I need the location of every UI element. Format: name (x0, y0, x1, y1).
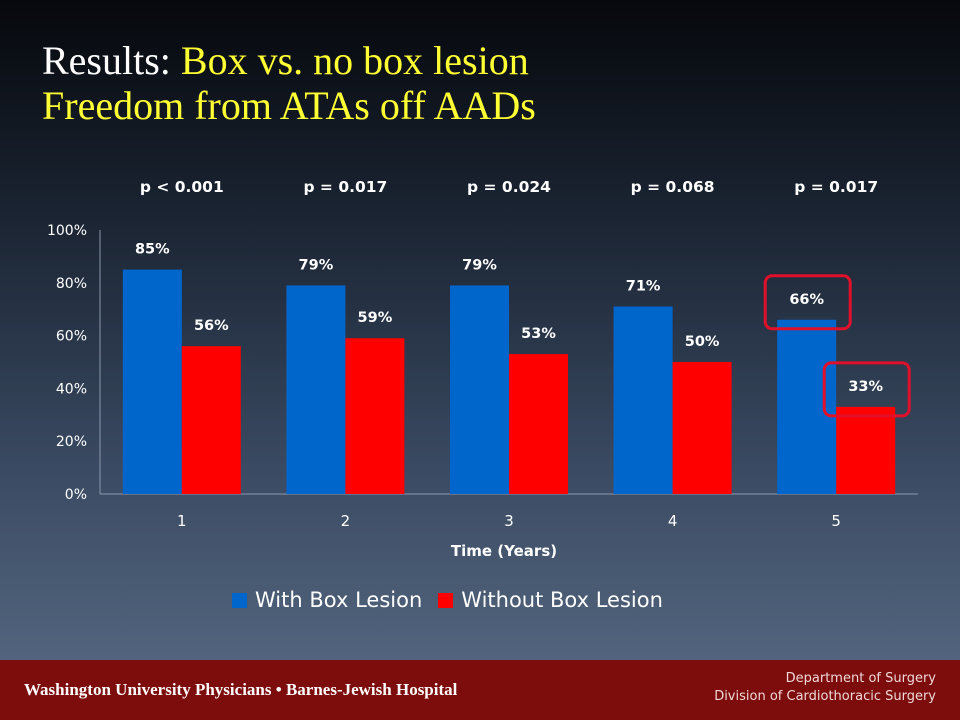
footer-bar: Washington University Physicians • Barne… (0, 660, 960, 720)
data-label: 66% (789, 292, 824, 308)
bar-with-box (286, 285, 346, 494)
legend-label-with-box: With Box Lesion (255, 588, 423, 612)
x-tick-label: 4 (668, 512, 678, 530)
data-label: 79% (462, 257, 497, 273)
y-tick-label: 80% (56, 276, 87, 292)
y-tick-label: 20% (56, 434, 87, 450)
bar-without-box (345, 338, 405, 494)
bar-without-box (836, 406, 896, 494)
legend-swatch-without-box (438, 592, 454, 608)
data-label: 79% (299, 257, 334, 273)
legend-item-with-box: With Box Lesion (232, 588, 422, 612)
data-label: 56% (194, 318, 229, 334)
x-tick-label: 2 (341, 512, 351, 530)
p-value-label: p = 0.024 (467, 178, 551, 196)
bar-without-box (181, 346, 241, 494)
y-tick-label: 0% (65, 487, 87, 503)
bar-with-box (122, 269, 182, 494)
y-tick-label: 60% (56, 329, 87, 345)
data-label: 50% (685, 334, 720, 350)
chart-legend: With Box Lesion Without Box Lesion (232, 588, 679, 612)
x-axis-title: Time (Years) (451, 542, 557, 560)
p-value-label: p = 0.068 (631, 178, 715, 196)
title-prefix: Results: (42, 38, 181, 83)
footer-department-block: Department of Surgery Division of Cardio… (714, 670, 936, 706)
data-label: 71% (626, 279, 661, 295)
highlight-box-without-box (822, 361, 911, 418)
bar-with-box (613, 306, 673, 494)
y-tick-label: 40% (56, 381, 87, 397)
title-highlight: Box vs. no box lesion (180, 38, 529, 83)
x-tick-label: 5 (831, 512, 841, 530)
bar-without-box (672, 362, 732, 494)
data-label: 53% (521, 326, 556, 342)
data-label: 33% (848, 379, 883, 395)
bar-with-box (777, 319, 837, 494)
bar-with-box (450, 285, 509, 494)
legend-label-without-box: Without Box Lesion (461, 588, 663, 612)
x-tick-label: 3 (504, 512, 514, 530)
data-label: 59% (358, 310, 393, 326)
footer-organization: Washington University Physicians • Barne… (24, 680, 458, 699)
x-tick-label: 1 (177, 512, 187, 530)
legend-swatch-with-box (232, 592, 247, 608)
bar-chart: 0% 20% 40% 60% 80% 100% p < 0.001 85% 56% 1 p = 0.… (47, 178, 918, 560)
bar-without-box (509, 354, 568, 494)
footer-department: Department of Surgery (785, 671, 936, 686)
title-line-2: Freedom from ATAs off AADs (42, 83, 536, 128)
p-value-label: p < 0.001 (140, 178, 224, 196)
footer-division: Division of Cardiothoracic Surgery (714, 689, 936, 704)
y-tick-label: 100% (47, 223, 87, 239)
p-value-label: p = 0.017 (794, 178, 878, 196)
p-value-label: p = 0.017 (303, 178, 387, 196)
slide-title: Results: Box vs. no box lesion Freedom f… (42, 38, 536, 128)
highlight-box-with-box (763, 274, 852, 331)
legend-item-without-box: Without Box Lesion (438, 588, 663, 612)
data-label: 85% (135, 242, 170, 258)
